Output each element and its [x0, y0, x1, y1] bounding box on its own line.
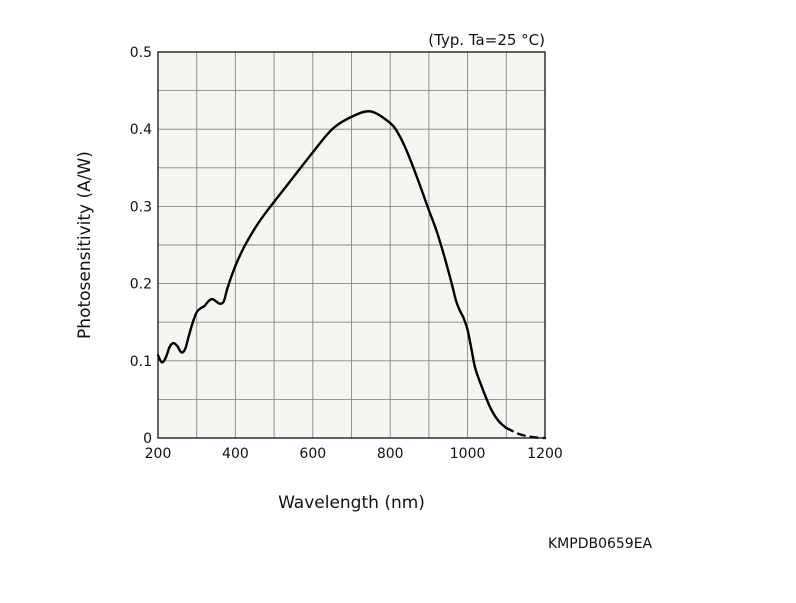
x-tick-label: 800 — [377, 446, 404, 462]
x-tick-label: 600 — [299, 446, 326, 462]
plot-frame — [157, 51, 546, 439]
y-axis-label: Photosensitivity (A/W) — [75, 151, 95, 339]
x-tick-labels: 200 400 600 800 1000 1200 — [145, 446, 563, 462]
measurement-condition-note: (Typ. Ta=25 °C) — [428, 31, 545, 49]
y-tick-label: 0.5 — [130, 45, 152, 61]
x-tick-label: 1000 — [450, 446, 486, 462]
x-tick-label: 400 — [222, 446, 249, 462]
y-tick-label: 0.4 — [130, 122, 152, 138]
document-code: KMPDB0659EA — [548, 536, 653, 552]
y-tick-label: 0.3 — [130, 199, 152, 215]
sensitivity-curve — [156, 110, 508, 430]
y-tick-label: 0.1 — [130, 354, 152, 370]
x-tick-label: 200 — [145, 446, 172, 462]
y-tick-labels: 0 0.1 0.2 0.3 0.4 0.5 — [130, 45, 152, 447]
x-axis-label: Wavelength (nm) — [278, 493, 425, 513]
y-tick-label: 0.2 — [130, 277, 152, 293]
y-tick-label: 0 — [143, 431, 152, 447]
gridlines — [158, 52, 545, 438]
x-tick-label: 1200 — [527, 446, 563, 462]
